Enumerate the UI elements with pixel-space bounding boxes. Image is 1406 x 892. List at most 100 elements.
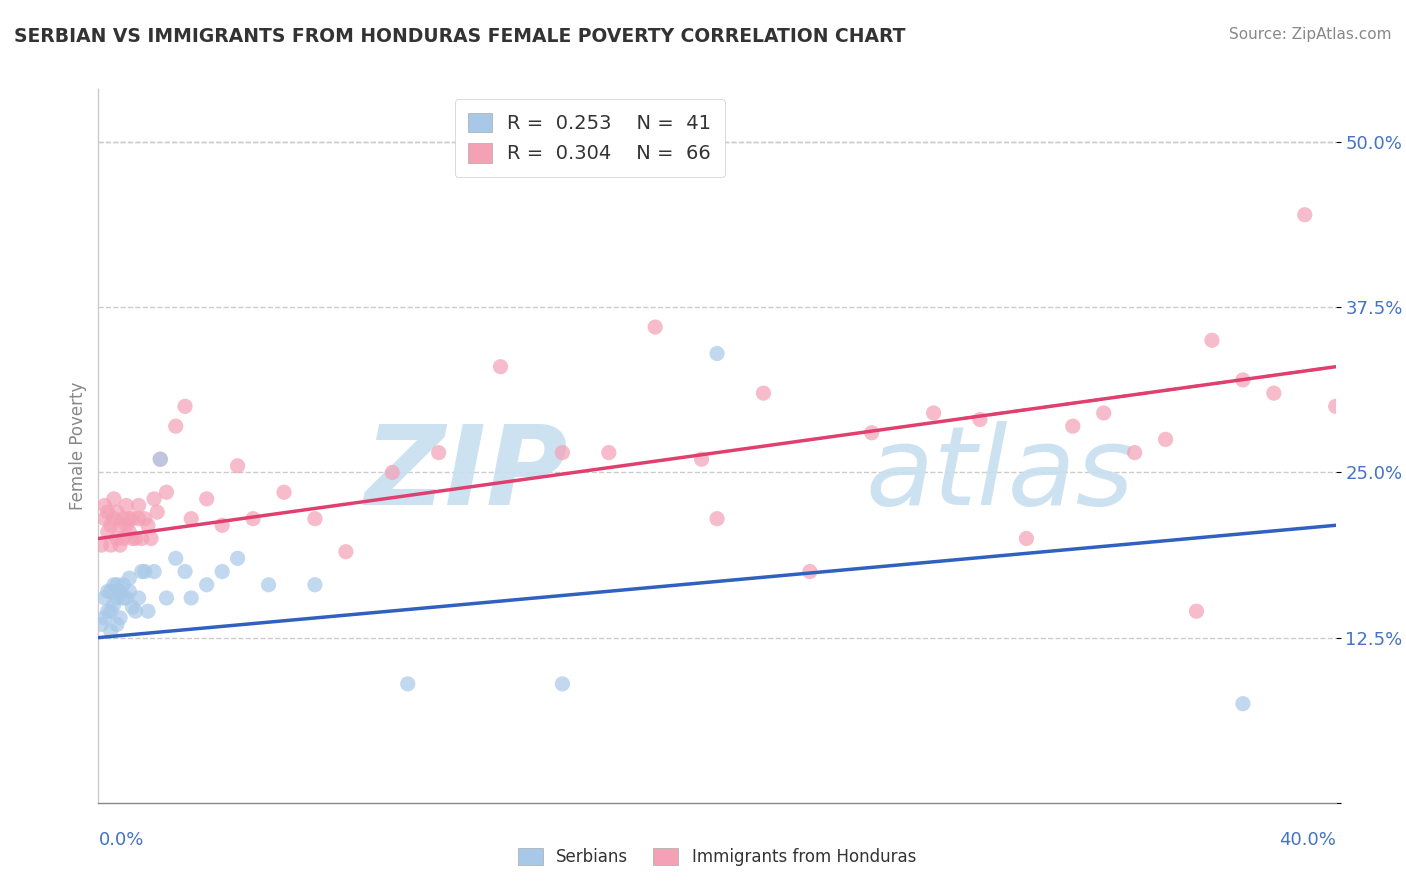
Point bbox=[551, 445, 574, 459]
Point bbox=[100, 604, 122, 618]
Point bbox=[103, 598, 125, 612]
Point bbox=[257, 578, 280, 592]
Point bbox=[118, 524, 141, 539]
Point bbox=[752, 386, 775, 401]
Point bbox=[128, 591, 150, 605]
Point bbox=[180, 591, 202, 605]
Point bbox=[118, 584, 141, 599]
Point bbox=[124, 604, 146, 618]
Point bbox=[195, 578, 218, 592]
Point bbox=[97, 524, 120, 539]
Point bbox=[108, 611, 131, 625]
Point bbox=[1232, 373, 1254, 387]
Point bbox=[128, 499, 150, 513]
Text: 0.0%: 0.0% bbox=[98, 831, 143, 849]
Point bbox=[128, 511, 150, 525]
Point bbox=[112, 532, 135, 546]
Point bbox=[1232, 697, 1254, 711]
Point bbox=[93, 511, 115, 525]
Point bbox=[489, 359, 512, 374]
Point bbox=[115, 499, 138, 513]
Point bbox=[97, 584, 120, 599]
Point bbox=[427, 445, 450, 459]
Point bbox=[131, 565, 153, 579]
Point bbox=[103, 491, 125, 506]
Point bbox=[93, 499, 115, 513]
Point bbox=[115, 591, 138, 605]
Point bbox=[121, 511, 143, 525]
Point bbox=[174, 565, 197, 579]
Point bbox=[100, 518, 122, 533]
Point bbox=[136, 518, 159, 533]
Y-axis label: Female Poverty: Female Poverty bbox=[69, 382, 87, 510]
Point bbox=[93, 591, 115, 605]
Point bbox=[598, 445, 620, 459]
Point bbox=[105, 617, 128, 632]
Point bbox=[1263, 386, 1285, 401]
Point bbox=[304, 511, 326, 525]
Point bbox=[165, 419, 187, 434]
Point bbox=[118, 511, 141, 525]
Point bbox=[211, 565, 233, 579]
Text: Source: ZipAtlas.com: Source: ZipAtlas.com bbox=[1229, 27, 1392, 42]
Point bbox=[108, 538, 131, 552]
Point bbox=[115, 518, 138, 533]
Point bbox=[1324, 400, 1347, 414]
Point bbox=[242, 511, 264, 525]
Point bbox=[799, 565, 821, 579]
Point bbox=[226, 458, 249, 473]
Point bbox=[100, 538, 122, 552]
Point bbox=[139, 532, 162, 546]
Point bbox=[381, 466, 404, 480]
Point bbox=[149, 452, 172, 467]
Point bbox=[97, 505, 120, 519]
Point bbox=[1015, 532, 1038, 546]
Point bbox=[108, 518, 131, 533]
Point bbox=[335, 545, 357, 559]
Point bbox=[143, 565, 166, 579]
Point bbox=[922, 406, 945, 420]
Text: ZIP: ZIP bbox=[366, 421, 568, 528]
Point bbox=[149, 452, 172, 467]
Point bbox=[180, 511, 202, 525]
Point bbox=[146, 505, 169, 519]
Point bbox=[165, 551, 187, 566]
Point bbox=[143, 491, 166, 506]
Point bbox=[174, 400, 197, 414]
Point bbox=[304, 578, 326, 592]
Point bbox=[134, 565, 156, 579]
Point bbox=[105, 591, 128, 605]
Point bbox=[105, 578, 128, 592]
Point bbox=[131, 532, 153, 546]
Point bbox=[1154, 433, 1177, 447]
Text: SERBIAN VS IMMIGRANTS FROM HONDURAS FEMALE POVERTY CORRELATION CHART: SERBIAN VS IMMIGRANTS FROM HONDURAS FEMA… bbox=[14, 27, 905, 45]
Point bbox=[860, 425, 883, 440]
Point bbox=[136, 604, 159, 618]
Point bbox=[273, 485, 295, 500]
Point bbox=[90, 538, 112, 552]
Point bbox=[90, 617, 112, 632]
Point bbox=[706, 346, 728, 360]
Point bbox=[105, 532, 128, 546]
Point bbox=[1201, 333, 1223, 347]
Text: 40.0%: 40.0% bbox=[1279, 831, 1336, 849]
Point bbox=[1092, 406, 1115, 420]
Point bbox=[690, 452, 713, 467]
Point bbox=[396, 677, 419, 691]
Point bbox=[134, 511, 156, 525]
Point bbox=[155, 591, 177, 605]
Point bbox=[195, 491, 218, 506]
Point bbox=[100, 624, 122, 638]
Point bbox=[93, 611, 115, 625]
Point bbox=[112, 578, 135, 592]
Point bbox=[121, 600, 143, 615]
Point bbox=[155, 485, 177, 500]
Point bbox=[124, 532, 146, 546]
Point bbox=[969, 412, 991, 426]
Legend: Serbians, Immigrants from Honduras: Serbians, Immigrants from Honduras bbox=[517, 847, 917, 866]
Point bbox=[118, 571, 141, 585]
Point bbox=[1185, 604, 1208, 618]
Point bbox=[644, 320, 666, 334]
Point bbox=[105, 505, 128, 519]
Point bbox=[706, 511, 728, 525]
